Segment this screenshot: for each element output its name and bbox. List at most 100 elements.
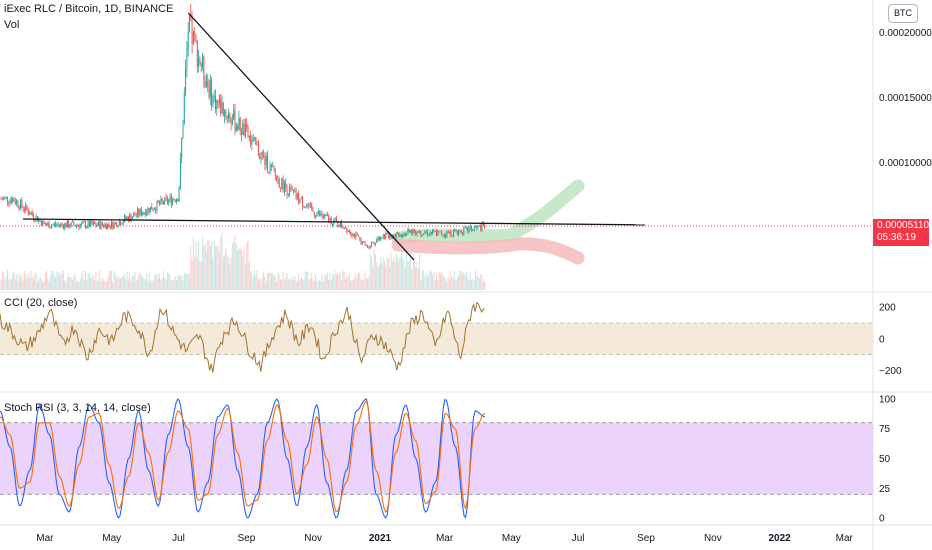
candle-body [174, 199, 176, 202]
candle-body [404, 233, 406, 236]
candle-body [471, 226, 473, 231]
volume-bar [389, 267, 391, 290]
stoch-band [0, 422, 873, 495]
volume-bar [308, 279, 310, 290]
candle-body [69, 226, 71, 228]
candle-body [380, 238, 382, 240]
candle-body [12, 198, 14, 203]
candle-body [334, 218, 336, 221]
candle-body [484, 225, 486, 229]
volume-bar [191, 260, 193, 290]
volume-bar [182, 280, 184, 290]
candle-body [164, 197, 166, 204]
volume-bar [325, 274, 327, 290]
candle-body [130, 214, 132, 221]
volume-bar [68, 273, 70, 290]
volume-bar [384, 260, 385, 290]
candle-body [194, 31, 196, 36]
candle-body [169, 196, 171, 200]
volume-bar [95, 270, 97, 290]
candle-body [134, 213, 136, 216]
volume-bar [371, 257, 372, 290]
volume-bar [402, 257, 404, 290]
candle-body [350, 232, 352, 235]
candle-body [179, 157, 181, 188]
candle-body [212, 96, 214, 107]
volume-bar [376, 262, 378, 290]
support-line [22, 218, 645, 226]
time-tick-label: Mar [436, 533, 454, 544]
candle-body [221, 102, 223, 114]
candle-body [355, 233, 357, 238]
volume-bar [393, 257, 395, 290]
candle-body [293, 190, 294, 192]
volume-bar [329, 273, 331, 290]
volume-bar [438, 272, 440, 290]
volume-bar [73, 275, 75, 290]
volume-bar [442, 275, 444, 290]
volume-bar [190, 246, 192, 290]
volume-bar [86, 280, 88, 290]
volume-bar [300, 277, 302, 290]
candle-body [200, 64, 202, 67]
candle-body [133, 213, 135, 217]
volume-bar [42, 281, 44, 290]
candle-body [56, 224, 58, 226]
candle-body [313, 211, 315, 216]
candle-body [131, 216, 133, 221]
volume-bar [203, 245, 205, 290]
candle-body [196, 41, 198, 67]
volume-bar [56, 271, 58, 290]
candle-body [454, 230, 456, 231]
volume-bar [3, 272, 5, 290]
volume-bar [283, 280, 285, 290]
time-tick-label: Nov [704, 533, 722, 544]
volume-bar [29, 277, 31, 290]
volume-bar [130, 281, 132, 290]
volume-bar [415, 267, 417, 290]
volume-bar [22, 280, 24, 290]
cci-tick-label: 0 [879, 334, 885, 345]
candle-body [9, 199, 11, 204]
candle-body [261, 152, 263, 155]
volume-bar [351, 280, 353, 290]
volume-bar [116, 278, 118, 290]
volume-bar [381, 263, 383, 290]
volume-bar [463, 271, 465, 290]
volume-bar [259, 277, 261, 290]
volume-label: Vol [4, 19, 20, 31]
currency-button[interactable]: BTC [888, 4, 918, 23]
volume-bar [187, 273, 189, 290]
volume-bar [152, 280, 154, 290]
volume-bar [374, 254, 376, 290]
cci-title: CCI (20, close) [4, 297, 78, 309]
volume-bar [277, 272, 279, 290]
volume-bar [455, 280, 457, 290]
candle-body [311, 204, 313, 209]
volume-bar [216, 245, 218, 290]
candle-body [398, 233, 400, 237]
volume-bar [155, 273, 157, 290]
volume-bar [320, 280, 322, 290]
stoch-rsi-pane [0, 398, 873, 519]
candle-body [152, 209, 154, 211]
volume-bar [0, 279, 2, 290]
trendline-drawings[interactable] [22, 12, 645, 261]
candle-body [456, 231, 458, 235]
candle-body [280, 187, 281, 189]
volume-bar [160, 279, 162, 290]
volume-bar [332, 274, 333, 290]
volume-bar [196, 257, 198, 290]
candle-body [428, 234, 430, 236]
candle-body [96, 225, 98, 227]
candle-body [455, 230, 457, 232]
volume-bar [221, 232, 223, 290]
candle-body [79, 224, 81, 228]
candle-body [352, 233, 354, 237]
candle-body [382, 234, 384, 239]
candle-body [298, 193, 300, 203]
candle-body [116, 222, 118, 227]
volume-bar [270, 273, 272, 290]
candle-body [234, 110, 236, 131]
